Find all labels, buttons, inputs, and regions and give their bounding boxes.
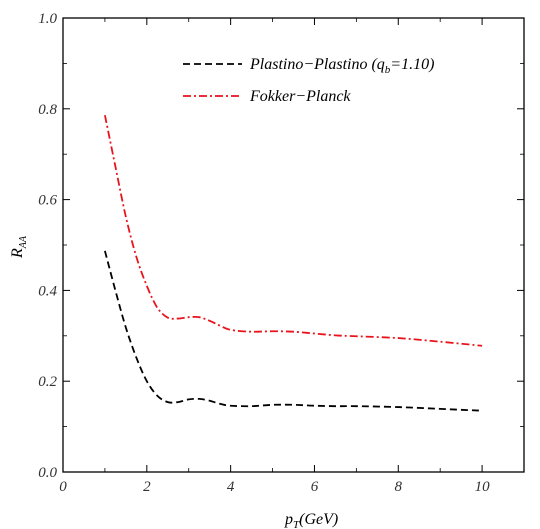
y-axis-ticks: 0.0 0.2 0.4 0.6 0.8 1.0 [38, 11, 524, 481]
x-tick-label: 10 [475, 479, 491, 495]
legend-label-fokker-planck: Fokker−Planck [249, 88, 351, 105]
x-tick-label: 2 [143, 479, 151, 495]
y-tick-label: 1.0 [38, 11, 57, 27]
x-tick-label: 6 [311, 479, 319, 495]
y-tick-label: 0.0 [38, 465, 57, 481]
y-tick-label: 0.2 [38, 374, 57, 390]
series-line-fokker-planck [104, 114, 483, 347]
x-axis-title: pT(GeV) [284, 511, 338, 529]
legend: Plastino−Plastino (qb=1.10) Fokker−Planc… [183, 56, 434, 105]
y-tick-label: 0.6 [38, 193, 57, 209]
x-tick-label: 0 [59, 479, 67, 495]
legend-label-plastino: Plastino−Plastino (qb=1.10) [249, 56, 434, 76]
y-axis-title: RAA [9, 235, 29, 259]
series-line-plastino [104, 250, 483, 412]
x-axis-ticks: 0 2 4 6 8 10 [59, 18, 490, 495]
y-tick-label: 0.4 [38, 283, 57, 299]
series-layer [104, 114, 483, 412]
x-tick-label: 8 [395, 479, 403, 495]
y-tick-label: 0.8 [38, 102, 57, 118]
x-tick-label: 4 [227, 479, 235, 495]
